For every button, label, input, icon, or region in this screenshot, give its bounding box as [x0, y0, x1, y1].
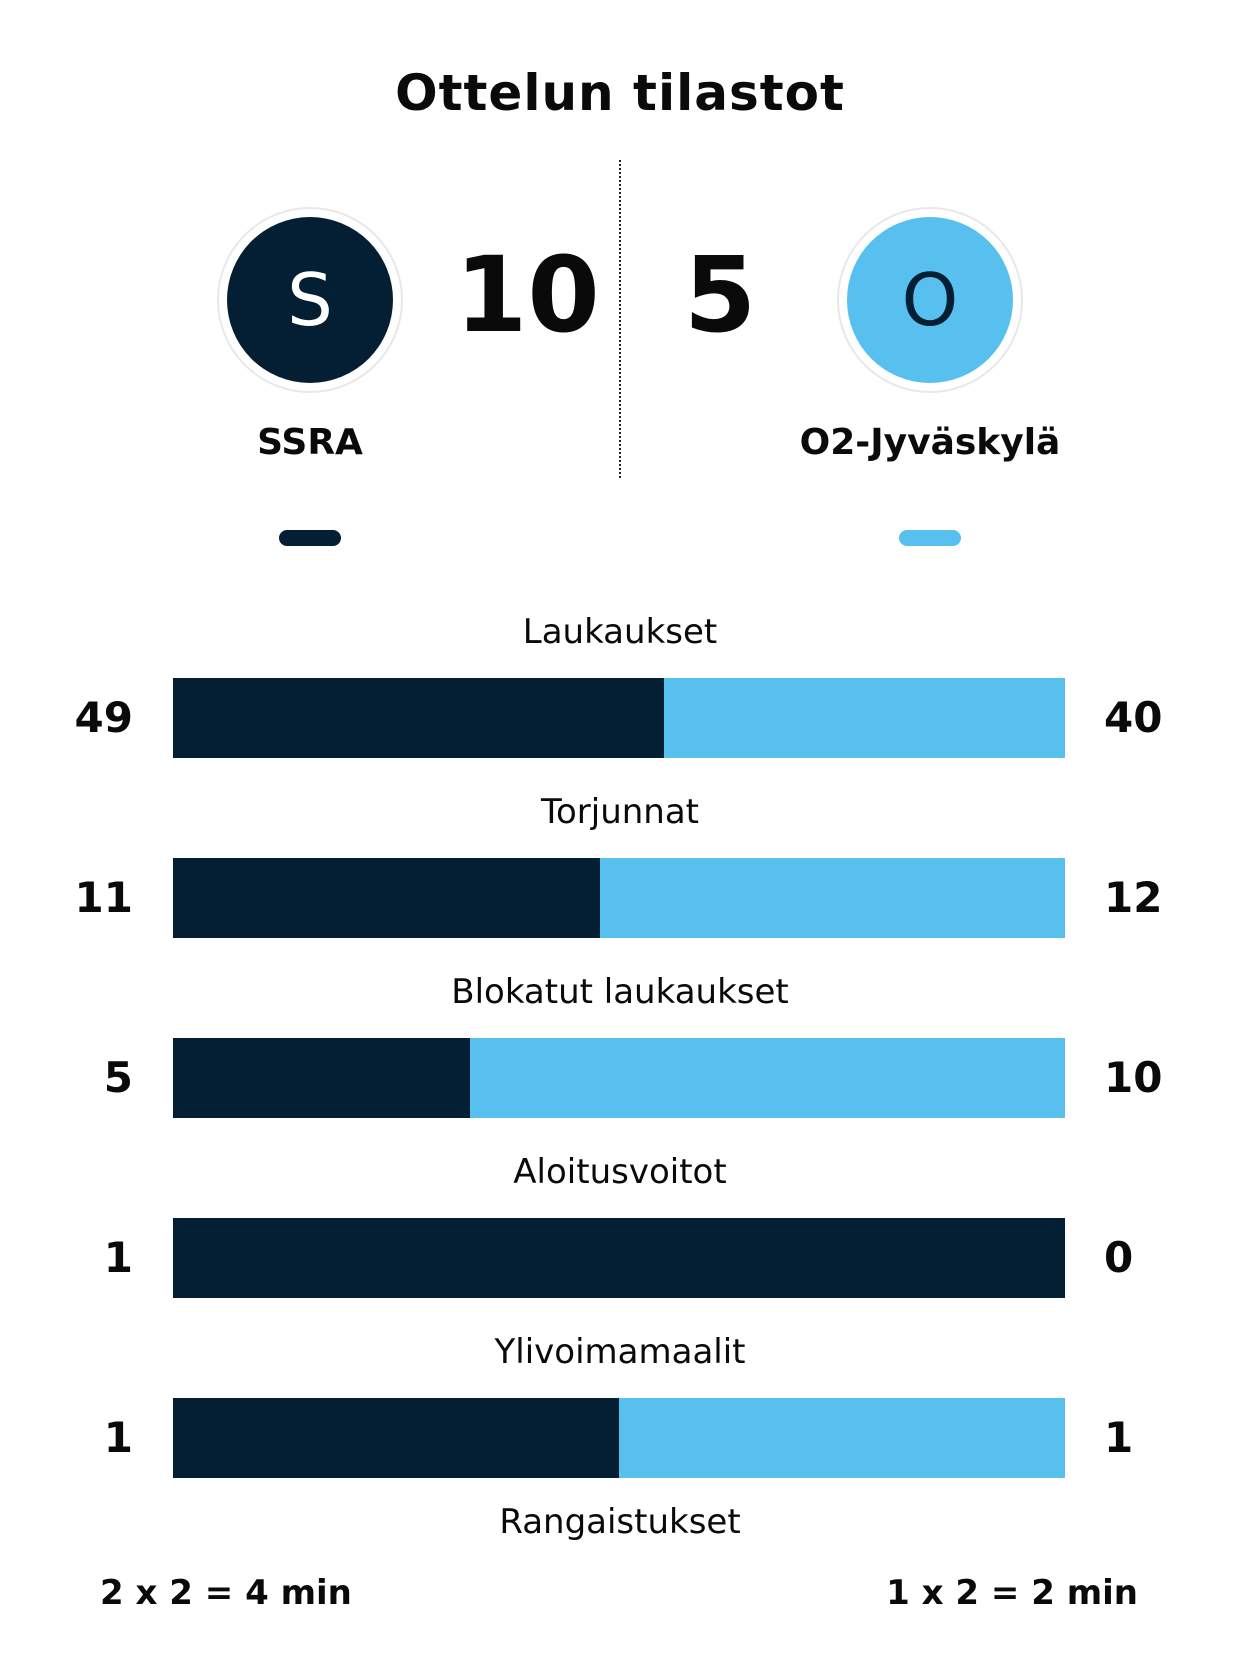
away-logo-letter: O	[901, 258, 959, 342]
stat-bar-away-segment	[664, 678, 1065, 758]
stat-away-value: 0	[1104, 1233, 1134, 1282]
stat-away-value: 40	[1104, 693, 1163, 742]
stat-home-value: 11	[74, 873, 133, 922]
penalties-label: Rangaistukset	[499, 1502, 741, 1542]
stat-bar-away-segment	[599, 858, 1065, 938]
stat-label: Blokatut laukaukset	[451, 972, 789, 1012]
stat-bar	[173, 1218, 1065, 1298]
stat-home-value: 5	[103, 1053, 133, 1102]
away-penalties: 1 x 2 = 2 min	[886, 1573, 1138, 1613]
home-logo-badge: S	[227, 217, 393, 383]
stat-bar-home-segment	[173, 1218, 1065, 1298]
away-score: 5	[683, 234, 757, 356]
stat-bar-away-segment	[619, 1398, 1065, 1478]
away-team-name: O2-Jyväskylä	[799, 422, 1061, 463]
stat-bar	[173, 858, 1065, 938]
stat-away-value: 12	[1104, 873, 1163, 922]
home-team-name: SSRA	[257, 422, 363, 463]
stat-away-value: 10	[1104, 1053, 1163, 1102]
away-logo: O	[837, 207, 1023, 393]
home-color-indicator	[279, 530, 341, 546]
home-logo: S	[217, 207, 403, 393]
stat-bar-home-segment	[173, 1038, 471, 1118]
stat-label: Ylivoimamaalit	[494, 1332, 746, 1372]
stat-home-value: 49	[74, 693, 133, 742]
stat-label: Aloitusvoitot	[513, 1152, 727, 1192]
stat-away-value: 1	[1104, 1413, 1134, 1462]
stat-bar	[173, 1038, 1065, 1118]
stat-label: Laukaukset	[522, 612, 718, 652]
stat-bar-home-segment	[173, 1398, 619, 1478]
stat-home-value: 1	[103, 1413, 133, 1462]
stat-bar-away-segment	[470, 1038, 1065, 1118]
stat-home-value: 1	[103, 1233, 133, 1282]
away-color-indicator	[899, 530, 961, 546]
home-score: 10	[455, 234, 600, 356]
home-logo-letter: S	[287, 258, 333, 342]
home-penalties: 2 x 2 = 4 min	[100, 1573, 352, 1613]
stat-bar	[173, 678, 1065, 758]
stat-bar-home-segment	[173, 678, 665, 758]
center-divider	[619, 160, 621, 478]
stat-label: Torjunnat	[540, 792, 700, 832]
page-title: Ottelun tilastot	[395, 64, 845, 122]
away-logo-badge: O	[847, 217, 1013, 383]
stat-bar-home-segment	[173, 858, 600, 938]
stat-bar	[173, 1398, 1065, 1478]
